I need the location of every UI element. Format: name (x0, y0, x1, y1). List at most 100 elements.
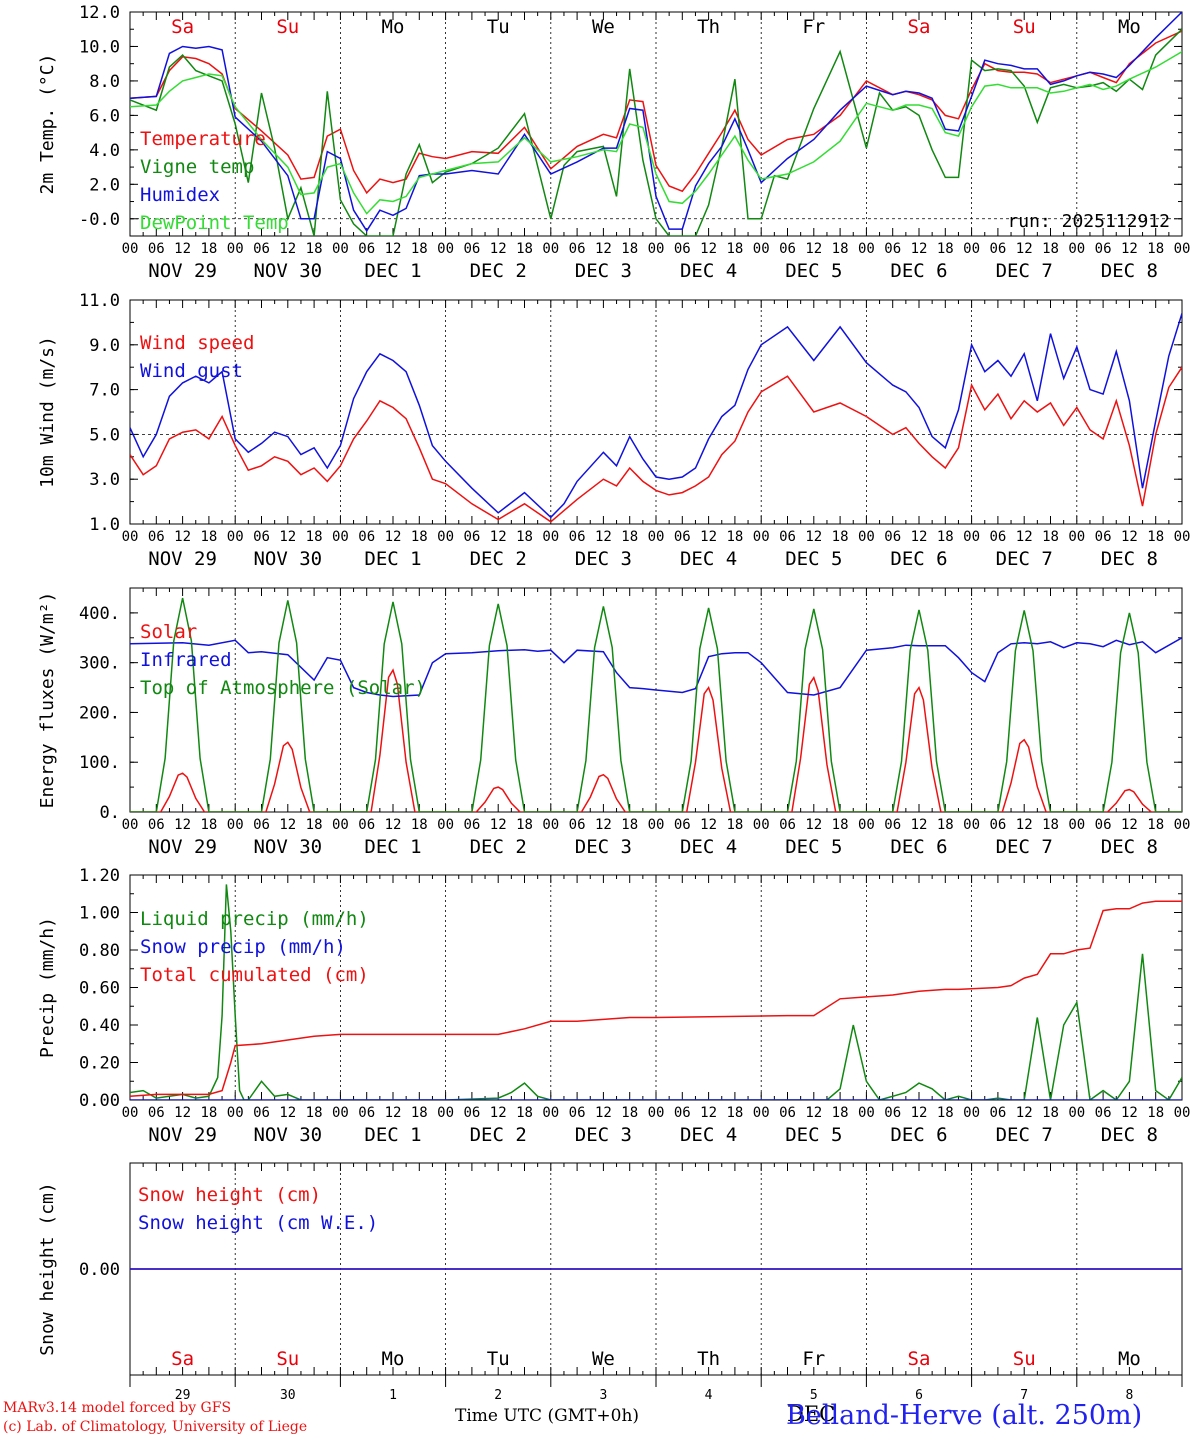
date-label: DEC 8 (1101, 1124, 1158, 1146)
hour-tick-label: 12 (385, 817, 402, 833)
date-label: NOV 30 (253, 836, 322, 858)
weekday-label: Tu (487, 1348, 510, 1370)
hour-tick-label: 06 (463, 1105, 480, 1121)
date-label: NOV 29 (148, 260, 217, 282)
hour-tick-label: 18 (516, 1105, 533, 1121)
day-number-label: 30 (280, 1388, 296, 1403)
hour-tick-label: 18 (937, 817, 954, 833)
hour-tick-label: 00 (963, 529, 980, 545)
y-tick-label: 300. (79, 654, 120, 674)
y-tick-label: 0.20 (79, 1054, 120, 1074)
hour-tick-label: 18 (516, 529, 533, 545)
hour-tick-label: 00 (122, 529, 139, 545)
y-tick-label: 2.0 (89, 175, 120, 195)
hour-tick-label: 12 (595, 817, 612, 833)
hour-tick-label: 06 (1095, 817, 1112, 833)
hour-tick-label: 12 (490, 1105, 507, 1121)
hour-tick-label: 18 (1042, 1105, 1059, 1121)
y-axis-title: 2m Temp. (°C) (37, 54, 58, 195)
date-label: DEC 1 (364, 1124, 421, 1146)
weekday-label: Fr (802, 16, 825, 38)
hour-tick-label: 12 (1121, 817, 1138, 833)
hour-tick-label: 00 (542, 241, 559, 257)
hour-tick-label: 18 (411, 529, 428, 545)
legend-entry: Snow precip (mm/h) (140, 936, 346, 958)
date-label: DEC 4 (680, 836, 737, 858)
hour-tick-label: 12 (490, 817, 507, 833)
hour-tick-label: 00 (1068, 1105, 1085, 1121)
hour-tick-label: 06 (148, 241, 165, 257)
hour-tick-label: 00 (1174, 529, 1191, 545)
hour-tick-label: 06 (358, 817, 375, 833)
date-label: DEC 5 (785, 548, 842, 570)
hour-tick-label: 00 (648, 817, 665, 833)
date-label: NOV 30 (253, 260, 322, 282)
hour-tick-label: 18 (411, 241, 428, 257)
model-credit-line1: MARv3.14 model forced by GFS (3, 1400, 232, 1416)
date-label: DEC 4 (680, 548, 737, 570)
date-label: DEC 4 (680, 260, 737, 282)
day-number-label: 7 (1020, 1388, 1028, 1403)
hour-tick-label: 06 (884, 241, 901, 257)
hour-tick-label: 18 (621, 1105, 638, 1121)
weekday-label: Sa (908, 16, 931, 38)
hour-tick-label: 00 (332, 1105, 349, 1121)
hour-tick-label: 00 (1068, 529, 1085, 545)
legend-entry: Solar (140, 621, 197, 643)
day-number-label: 4 (705, 1388, 713, 1403)
hour-tick-label: 18 (621, 529, 638, 545)
hour-tick-label: 06 (463, 817, 480, 833)
weekday-label: Mo (382, 1348, 405, 1370)
hour-tick-label: 18 (1147, 1105, 1164, 1121)
hour-tick-label: 18 (1042, 529, 1059, 545)
date-label: DEC 6 (890, 260, 947, 282)
hour-tick-label: 00 (542, 817, 559, 833)
y-tick-label: 0.60 (79, 979, 120, 999)
date-label: DEC 8 (1101, 836, 1158, 858)
hour-tick-label: 06 (674, 1105, 691, 1121)
series-group (130, 597, 1182, 812)
weekday-label: Sa (171, 1348, 194, 1370)
hour-tick-label: 06 (253, 241, 270, 257)
hour-tick-label: 18 (306, 1105, 323, 1121)
panel-temp: -0.0 2.0 4.0 6.0 8.0 10.0 12.0 2m Temp. (°C) 00 0… (37, 3, 1190, 282)
weekday-label: Th (697, 16, 720, 38)
legend-entry: DewPoint Temp (140, 212, 289, 234)
series-group (130, 12, 1182, 236)
date-label: DEC 3 (575, 260, 632, 282)
hour-tick-label: 18 (726, 241, 743, 257)
weekday-label: Su (276, 16, 299, 38)
hour-tick-label: 06 (779, 817, 796, 833)
y-axis-title: Precip (mm/h) (37, 917, 58, 1058)
hour-tick-label: 12 (385, 1105, 402, 1121)
weekday-label: Su (276, 1348, 299, 1370)
date-label: DEC 2 (470, 1124, 527, 1146)
date-label: DEC 3 (575, 836, 632, 858)
hour-tick-label: 18 (832, 529, 849, 545)
series-line-total-cumulated-cm- (130, 900, 1182, 1098)
hour-tick-label: 00 (437, 1105, 454, 1121)
hour-tick-label: 18 (937, 1105, 954, 1121)
hour-tick-label: 18 (1147, 241, 1164, 257)
hour-tick-label: 00 (227, 529, 244, 545)
hour-tick-label: 18 (200, 817, 217, 833)
hour-tick-label: 00 (332, 817, 349, 833)
weekday-label: Su (1013, 16, 1036, 38)
hour-tick-label: 00 (1068, 241, 1085, 257)
hour-tick-label: 00 (858, 529, 875, 545)
date-label: NOV 29 (148, 1124, 217, 1146)
hour-tick-label: 00 (1174, 817, 1191, 833)
weekday-label: Tu (487, 16, 510, 38)
hour-tick-label: 06 (1095, 1105, 1112, 1121)
hour-tick-label: 18 (306, 529, 323, 545)
hour-tick-label: 18 (726, 817, 743, 833)
hour-tick-label: 06 (779, 241, 796, 257)
day-number-label: 1 (389, 1388, 397, 1403)
hour-tick-label: 00 (1068, 817, 1085, 833)
hour-tick-label: 12 (279, 1105, 296, 1121)
weekday-label: Th (697, 1348, 720, 1370)
y-axis-title: Snow height (cm) (37, 1182, 58, 1355)
hour-tick-label: 00 (753, 529, 770, 545)
hour-tick-label: 12 (279, 529, 296, 545)
